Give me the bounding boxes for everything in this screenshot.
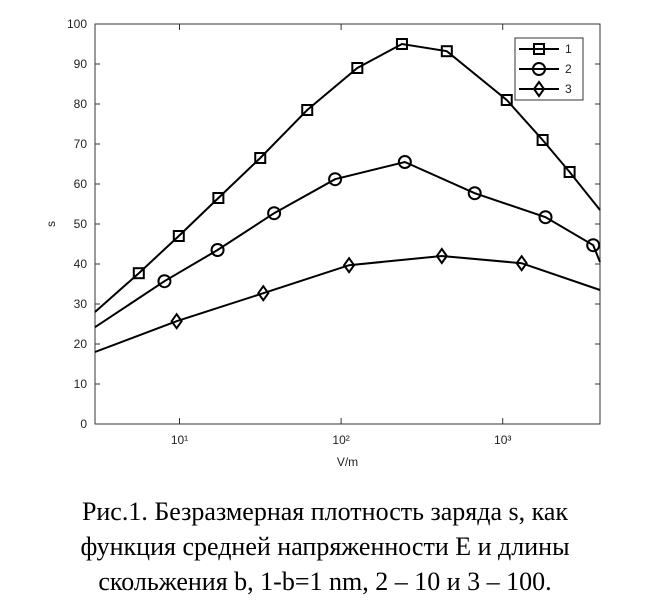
marker xyxy=(328,172,343,187)
marker xyxy=(538,210,553,225)
marker xyxy=(351,62,364,74)
marker xyxy=(536,134,549,146)
legend-label: 2 xyxy=(565,62,572,76)
x-tick-label: 10² xyxy=(332,433,349,447)
marker xyxy=(533,43,545,55)
marker xyxy=(563,166,576,178)
chart: 0 10 20 30 40 50 60 70 80 90 100 10¹ 10² 10³ V/m s 1 2 3 xyxy=(44,17,601,469)
caption-line: скольжения b, 1-b=1 nm, 2 – 10 и 3 – 100… xyxy=(98,567,551,596)
marker xyxy=(532,80,546,98)
marker xyxy=(440,45,453,58)
marker xyxy=(467,186,482,201)
marker xyxy=(170,312,183,330)
y-tick-label: 20 xyxy=(74,337,88,351)
series-line xyxy=(94,160,601,329)
caption-line: функция средней напряженности E и длины xyxy=(80,532,569,561)
marker xyxy=(132,267,145,280)
y-tick-label: 0 xyxy=(80,417,87,431)
y-tick-label: 80 xyxy=(74,97,88,111)
marker xyxy=(254,152,267,164)
marker xyxy=(397,155,412,169)
marker xyxy=(500,94,513,106)
series-line xyxy=(94,42,601,313)
legend-label: 3 xyxy=(565,82,572,96)
caption-line: Рис.1. Безразмерная плотность заряда s, … xyxy=(82,497,568,526)
y-tick-label: 50 xyxy=(74,217,88,231)
marker xyxy=(515,254,528,272)
marker xyxy=(395,38,408,50)
y-tick-label: 10 xyxy=(74,377,88,391)
x-tick-label: 10¹ xyxy=(171,433,188,447)
y-tick-label: 90 xyxy=(74,57,88,71)
marker xyxy=(532,62,546,76)
marker xyxy=(212,192,225,204)
y-tick-label: 30 xyxy=(74,297,88,311)
x-axis-label: V/m xyxy=(337,455,358,469)
y-tick-label: 70 xyxy=(74,137,88,151)
marker xyxy=(435,247,449,265)
marker xyxy=(257,284,270,302)
y-tick-label: 40 xyxy=(74,257,88,271)
legend-label: 1 xyxy=(565,42,572,56)
marker xyxy=(157,274,172,289)
y-axis-label: s xyxy=(44,221,58,227)
series-line xyxy=(94,254,601,353)
marker xyxy=(210,243,225,257)
y-tick-label: 60 xyxy=(74,177,88,191)
y-tick-label: 100 xyxy=(67,17,87,31)
marker xyxy=(267,206,282,221)
marker xyxy=(172,230,185,242)
marker xyxy=(301,104,314,116)
marker xyxy=(342,256,356,274)
marker xyxy=(586,238,601,253)
x-tick-label: 10³ xyxy=(494,433,511,447)
